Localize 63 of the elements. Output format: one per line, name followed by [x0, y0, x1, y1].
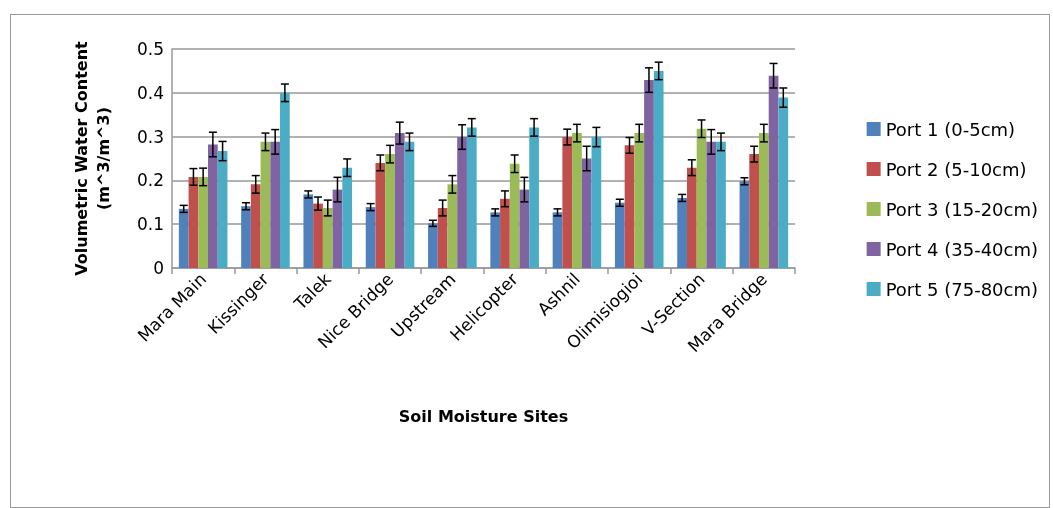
- bar: [198, 176, 209, 268]
- bar: [653, 70, 664, 268]
- bar: [716, 141, 726, 268]
- y-tick-label: 0.4: [136, 82, 164, 103]
- bar: [778, 97, 789, 268]
- bar: [428, 223, 438, 268]
- bar: [509, 163, 520, 268]
- legend-label: Port 2 (5-10cm): [885, 158, 1027, 180]
- bar: [394, 133, 405, 268]
- y-tick-label: 0.5: [136, 39, 164, 59]
- bar: [188, 176, 199, 268]
- legend-label: Port 4 (35-40cm): [885, 238, 1038, 260]
- bar: [437, 207, 448, 268]
- bar: [457, 137, 467, 268]
- bar: [365, 207, 376, 268]
- bar: [591, 137, 602, 268]
- bar: [322, 207, 333, 268]
- x-axis-title: Soil Moisture Sites: [398, 406, 569, 426]
- bar: [749, 154, 759, 268]
- legend-label: Port 1 (0-5cm): [885, 118, 1016, 140]
- bar: [572, 133, 582, 268]
- bar: [208, 144, 218, 268]
- bar: [332, 189, 343, 268]
- bar: [758, 133, 769, 268]
- bar: [739, 181, 750, 268]
- y-tick-label: 0: [153, 258, 164, 278]
- bar: [500, 198, 510, 268]
- legend-label: Port 5 (75-80cm): [885, 278, 1038, 300]
- bar: [644, 80, 654, 268]
- bar: [280, 92, 290, 268]
- bar: [260, 141, 271, 268]
- bar: [624, 145, 635, 268]
- bar: [581, 158, 592, 268]
- y-tick-label: 0.2: [136, 170, 164, 191]
- bar: [303, 194, 314, 268]
- bar: [375, 162, 386, 268]
- bar: [270, 141, 281, 268]
- bar: [706, 141, 717, 268]
- bar: [217, 151, 228, 268]
- bar: [404, 141, 415, 268]
- bar: [385, 154, 395, 268]
- y-tick-label: 0.1: [136, 214, 164, 235]
- y-axis-title: Volumetric Water Content (m^3/m^3): [71, 40, 113, 276]
- bar: [552, 212, 563, 268]
- bar: [634, 133, 645, 268]
- bar: [490, 212, 501, 268]
- bar: [686, 167, 697, 268]
- bar: [529, 127, 539, 268]
- bar: [614, 202, 625, 268]
- bar: [250, 184, 261, 268]
- bar: [466, 127, 477, 268]
- bar: [696, 128, 707, 268]
- bar: [313, 203, 323, 268]
- bar: [178, 208, 189, 268]
- bar: [768, 75, 779, 268]
- bar: [342, 167, 353, 268]
- y-tick-label: 0.3: [136, 126, 164, 147]
- bar: [447, 184, 458, 268]
- bar: [241, 206, 251, 268]
- bar: [562, 137, 573, 268]
- bar: [677, 197, 687, 268]
- legend-label: Port 3 (15-20cm): [885, 198, 1038, 220]
- bar: [519, 189, 530, 268]
